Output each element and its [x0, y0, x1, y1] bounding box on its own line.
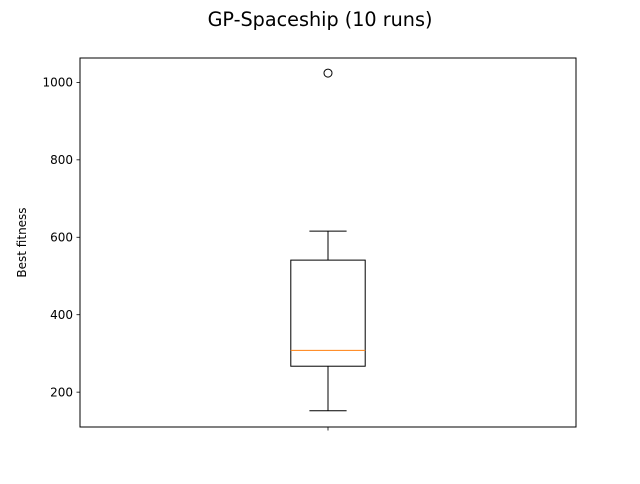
iqr-box	[290, 259, 366, 367]
y-tick-label: 200	[50, 385, 73, 399]
boxes-layer	[290, 68, 366, 412]
y-tick-label: 1000	[42, 76, 73, 90]
plot-area: 200 400 600 800 1000	[42, 57, 577, 431]
y-tick-label: 800	[50, 153, 73, 167]
chart-title: GP-Spaceship (10 runs)	[208, 8, 433, 31]
box-group	[290, 68, 366, 412]
y-axis-label: Best fitness	[15, 207, 29, 277]
outlier-point	[323, 68, 333, 78]
y-tick-label: 400	[50, 308, 73, 322]
y-axis-ticks: 200 400 600 800 1000	[42, 76, 80, 399]
y-tick-label: 600	[50, 231, 73, 245]
